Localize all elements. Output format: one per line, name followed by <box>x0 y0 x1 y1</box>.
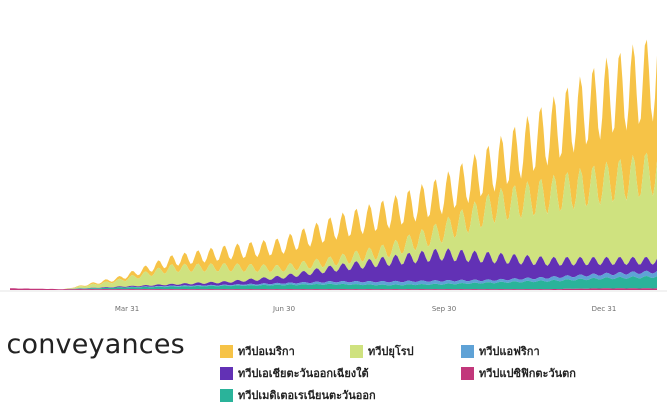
legend-item-americas: ทวีปอเมริกา <box>220 342 295 360</box>
legend-item-southeast-asia: ทวีปเอเชียตะวันออกเฉียงใต้ <box>220 364 369 382</box>
legend-swatch-western-pacific <box>461 366 474 380</box>
legend-item-western-pacific: ทวีปแปซิฟิกตะวันตก <box>461 364 576 382</box>
legend-label-americas: ทวีปอเมริกา <box>238 345 295 358</box>
legend-swatch-africa <box>461 344 474 358</box>
area-series-1 <box>10 288 657 290</box>
area-series-4 <box>10 248 657 290</box>
area-series-3 <box>10 270 657 290</box>
x-tick-label-dec: Dec 31 <box>592 305 617 313</box>
area-series-5 <box>10 152 657 290</box>
x-tick-label-sep: Sep 30 <box>432 305 456 313</box>
area-series-2 <box>10 276 657 290</box>
legend-label-western-pacific: ทวีปแปซิฟิกตะวันตก <box>479 367 576 380</box>
x-tick-label-jun: Jun 30 <box>272 305 295 313</box>
legend-label-eastern-mediterranean: ทวีปเมดิเตอเรเนียนตะวันออก <box>238 389 376 402</box>
legend-swatch-eastern-mediterranean <box>220 388 233 402</box>
x-tick-labels: Mar 31 Jun 30 Sep 30 Dec 31 <box>115 305 617 313</box>
legend-swatch-southeast-asia <box>220 366 233 380</box>
legend-item-africa: ทวีปแอฟริกา <box>461 342 540 360</box>
legend-swatch-europe <box>350 344 363 358</box>
stacked-area-chart: Mar 31 Jun 30 Sep 30 Dec 31 <box>0 39 667 313</box>
caption-text: l conveyances <box>0 329 185 360</box>
legend-label-europe: ทวีปยุโรป <box>368 345 414 358</box>
legend-label-africa: ทวีปแอฟริกา <box>479 345 540 358</box>
legend-swatch-americas <box>220 344 233 358</box>
legend-item-eastern-mediterranean: ทวีปเมดิเตอเรเนียนตะวันออก <box>220 386 376 404</box>
x-tick-label-mar: Mar 31 <box>115 305 139 313</box>
series-layer <box>10 39 657 290</box>
legend-item-europe: ทวีปยุโรป <box>350 342 414 360</box>
area-series-6 <box>10 39 657 290</box>
legend-label-southeast-asia: ทวีปเอเชียตะวันออกเฉียงใต้ <box>238 367 369 380</box>
